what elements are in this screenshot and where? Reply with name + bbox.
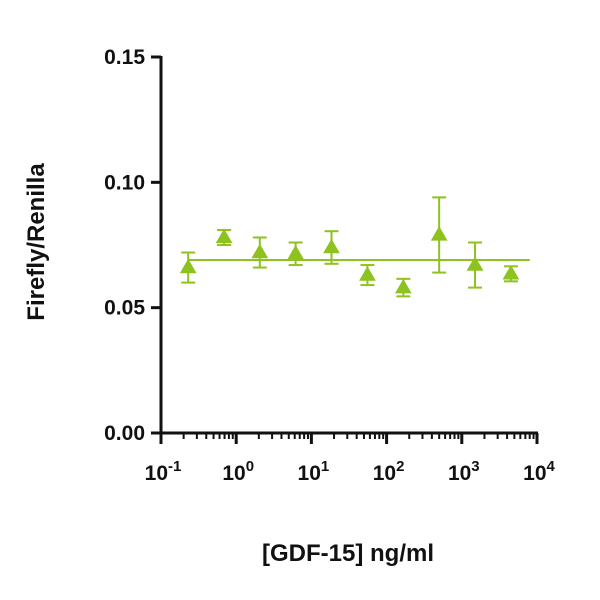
x-tick-label-base: 10 <box>448 462 471 485</box>
y-tick-label: 0.10 <box>104 171 145 194</box>
data-point <box>287 244 304 260</box>
x-tick-label-base: 10 <box>222 462 245 485</box>
x-tick-label-base: 10 <box>298 462 321 485</box>
y-tick-label: 0.05 <box>104 297 145 320</box>
x-tick-label: 102 <box>373 458 405 485</box>
x-tick-label-exponent: 3 <box>471 458 479 475</box>
x-tick-label-base: 10 <box>373 462 396 485</box>
x-tick-label-exponent: 2 <box>396 458 404 475</box>
x-tick-label-exponent: 0 <box>246 458 254 475</box>
data-point <box>394 278 412 294</box>
x-tick-label: 104 <box>523 458 555 485</box>
x-tick-label-exponent: -1 <box>168 458 181 475</box>
x-tick-label-base: 10 <box>145 462 168 485</box>
data-point <box>251 243 269 259</box>
x-tick-label-exponent: 1 <box>321 458 329 475</box>
data-point <box>323 238 340 254</box>
x-axis: 10-1 100 101 102 103 104 <box>145 431 556 485</box>
x-tick-label-base: 10 <box>523 462 546 485</box>
data-point <box>430 226 448 241</box>
data-point <box>466 256 484 271</box>
x-tick-label: 10-1 <box>145 458 182 485</box>
data-point <box>359 266 376 281</box>
x-axis-title: [GDF-15] ng/ml <box>262 540 434 567</box>
plot-area <box>179 196 530 298</box>
x-tick-label-exponent: 4 <box>547 458 556 475</box>
y-axis-title: Firefly/Renilla <box>23 163 50 321</box>
y-tick-label: 0.15 <box>104 46 145 69</box>
data-point <box>179 258 197 274</box>
x-tick-label: 100 <box>222 458 254 485</box>
y-axis: 0.00 0.05 0.10 0.15 <box>104 46 163 445</box>
data-point <box>502 265 520 280</box>
x-tick-label: 101 <box>298 458 330 485</box>
data-point <box>215 228 233 244</box>
x-tick-label: 103 <box>448 458 480 485</box>
y-tick-label: 0.00 <box>104 422 145 445</box>
